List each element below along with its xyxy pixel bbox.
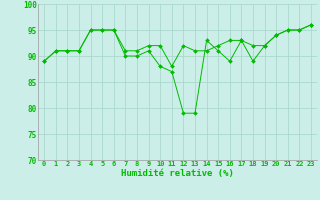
X-axis label: Humidité relative (%): Humidité relative (%) xyxy=(121,169,234,178)
